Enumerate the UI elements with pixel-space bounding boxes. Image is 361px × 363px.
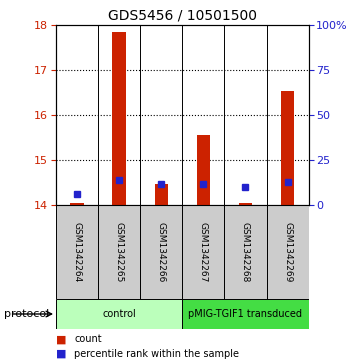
Bar	[70, 203, 84, 205]
Bar	[225, 205, 266, 299]
Text: GSM1342264: GSM1342264	[73, 222, 82, 282]
Text: protocol: protocol	[4, 309, 49, 319]
Bar	[56, 205, 98, 299]
Bar	[266, 205, 309, 299]
Bar	[112, 32, 126, 205]
Bar	[182, 299, 309, 329]
Text: pMIG-TGIF1 transduced: pMIG-TGIF1 transduced	[188, 309, 303, 319]
Text: ■: ■	[56, 349, 66, 359]
Text: control: control	[102, 309, 136, 319]
Text: ■: ■	[56, 334, 66, 344]
Text: GSM1342267: GSM1342267	[199, 222, 208, 282]
Text: percentile rank within the sample: percentile rank within the sample	[74, 349, 239, 359]
Title: GDS5456 / 10501500: GDS5456 / 10501500	[108, 9, 257, 23]
Text: GSM1342268: GSM1342268	[241, 222, 250, 282]
Text: GSM1342269: GSM1342269	[283, 222, 292, 282]
Bar	[155, 184, 168, 205]
Bar	[239, 203, 252, 205]
Bar	[182, 205, 225, 299]
Bar	[56, 299, 182, 329]
Text: count: count	[74, 334, 102, 344]
Text: GSM1342266: GSM1342266	[157, 222, 166, 282]
Bar	[140, 205, 182, 299]
Bar	[197, 135, 210, 205]
Bar	[98, 205, 140, 299]
Bar	[281, 90, 294, 205]
Text: GSM1342265: GSM1342265	[115, 222, 123, 282]
